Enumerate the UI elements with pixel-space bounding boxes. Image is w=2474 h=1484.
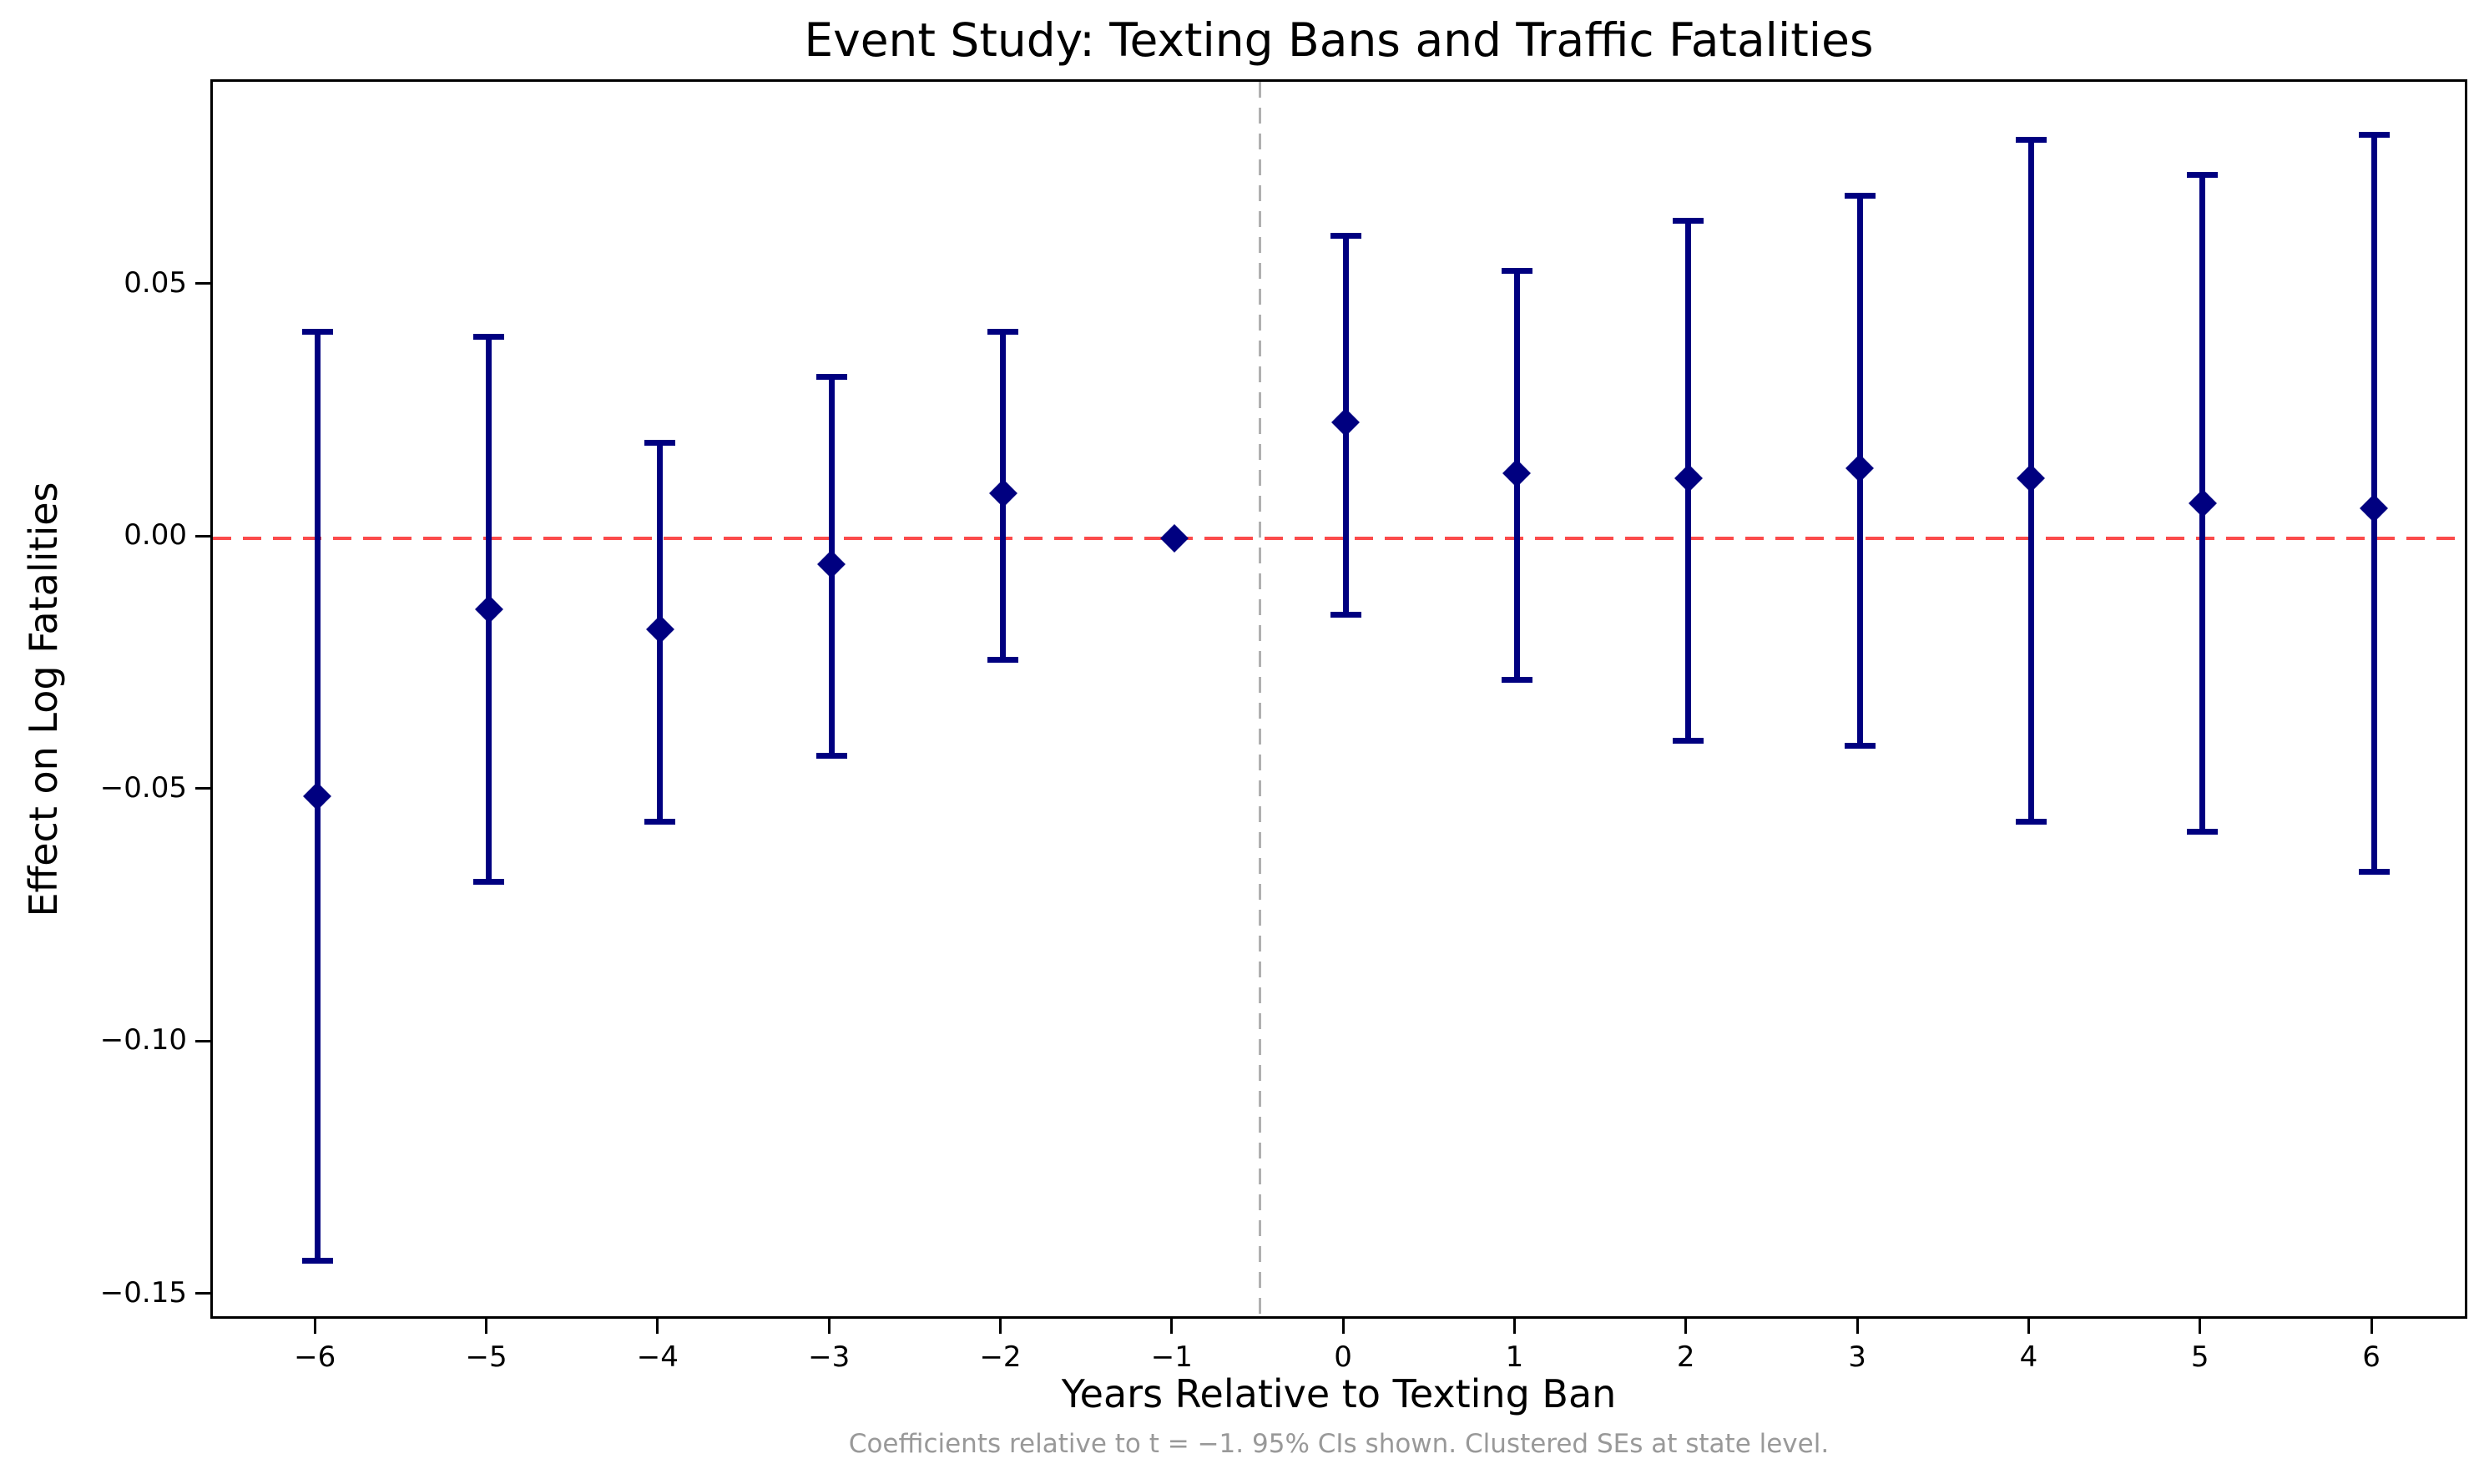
error-bar-cap-top [2358, 132, 2390, 138]
y-tick-label: −0.15 [99, 1275, 187, 1310]
coefficient-marker [817, 549, 846, 578]
x-tick-label: 6 [2362, 1340, 2381, 1374]
x-tick-label: −2 [979, 1340, 1022, 1374]
x-axis-label: Years Relative to Texting Ban [1061, 1371, 1617, 1416]
y-tick-label: 0.00 [124, 518, 187, 553]
caption: Coefficients relative to t = −1. 95% CIs… [848, 1429, 1830, 1459]
error-bar-cap-bottom [301, 1257, 333, 1264]
event-time-divider-line [1258, 82, 1261, 1316]
x-tick-label: −1 [1150, 1340, 1193, 1374]
error-bar-cap-top [301, 328, 333, 335]
error-bar-cap-top [2187, 172, 2219, 179]
coefficient-marker [474, 595, 503, 624]
y-tick-label: −0.10 [99, 1023, 187, 1057]
x-axis-tick [1684, 1319, 1688, 1334]
error-bar-cap-top [987, 328, 1018, 335]
x-axis-tick [1170, 1319, 1174, 1334]
x-tick-label: 1 [1505, 1340, 1524, 1374]
x-tick-label: −3 [808, 1340, 851, 1374]
error-bar-cap-top [644, 439, 676, 446]
coefficient-marker [1159, 524, 1189, 553]
y-axis-tick [195, 1039, 210, 1042]
y-axis-tick [195, 787, 210, 790]
error-bar-cap-top [473, 333, 505, 340]
error-bar-cap-bottom [815, 753, 847, 760]
x-tick-label: −5 [465, 1340, 507, 1374]
x-tick-label: 4 [2019, 1340, 2038, 1374]
x-tick-label: 3 [1848, 1340, 1866, 1374]
error-bar-cap-bottom [473, 879, 505, 886]
error-bar-cap-bottom [987, 657, 1018, 664]
error-bar-cap-bottom [1330, 611, 1361, 618]
y-axis-tick [195, 1292, 210, 1295]
x-tick-label: −4 [636, 1340, 679, 1374]
coefficient-marker [2188, 489, 2217, 518]
error-bar-cap-top [1501, 268, 1532, 275]
error-bar-cap-top [1330, 232, 1361, 239]
plot-area [210, 79, 2467, 1319]
error-bar-cap-bottom [1844, 742, 1876, 749]
error-bar-cap-top [1673, 217, 1704, 224]
error-bar-cap-bottom [2015, 818, 2047, 825]
coefficient-marker [1674, 463, 1703, 492]
x-axis-tick [656, 1319, 659, 1334]
y-axis-tick [195, 282, 210, 285]
x-axis-tick [2370, 1319, 2373, 1334]
coefficient-marker [2017, 463, 2046, 492]
error-bar-cap-top [2015, 137, 2047, 144]
x-axis-tick [1856, 1319, 1859, 1334]
error-bar-cap-bottom [2358, 869, 2390, 876]
error-bar-cap-bottom [1673, 737, 1704, 744]
y-tick-label: −0.05 [99, 770, 187, 805]
x-tick-label: 0 [1334, 1340, 1352, 1374]
x-axis-tick [313, 1319, 316, 1334]
coefficient-marker [645, 615, 674, 644]
x-axis-tick [827, 1319, 831, 1334]
coefficient-marker [1331, 408, 1361, 437]
x-tick-label: 5 [2190, 1340, 2209, 1374]
chart-title: Event Study: Texting Bans and Traffic Fa… [804, 13, 1874, 67]
y-axis-tick [195, 534, 210, 538]
coefficient-marker [303, 781, 332, 810]
error-bar-cap-bottom [1501, 677, 1532, 684]
y-tick-label: 0.05 [124, 265, 187, 300]
x-axis-tick [2199, 1319, 2202, 1334]
error-bar-cap-bottom [2187, 828, 2219, 835]
x-axis-tick [485, 1319, 488, 1334]
x-axis-tick [1512, 1319, 1516, 1334]
x-tick-label: 2 [1676, 1340, 1695, 1374]
x-axis-tick [999, 1319, 1002, 1334]
coefficient-marker [2360, 494, 2388, 523]
coefficient-marker [1845, 453, 1875, 482]
error-bar-cap-top [1844, 192, 1876, 199]
coefficient-marker [988, 478, 1017, 507]
coefficient-marker [1502, 458, 1532, 487]
x-axis-tick [2027, 1319, 2030, 1334]
zero-reference-line [213, 537, 2465, 541]
x-axis-tick [1341, 1319, 1345, 1334]
error-bar-cap-bottom [644, 818, 676, 825]
x-tick-label: −6 [294, 1340, 336, 1374]
error-bar-cap-top [815, 374, 847, 381]
